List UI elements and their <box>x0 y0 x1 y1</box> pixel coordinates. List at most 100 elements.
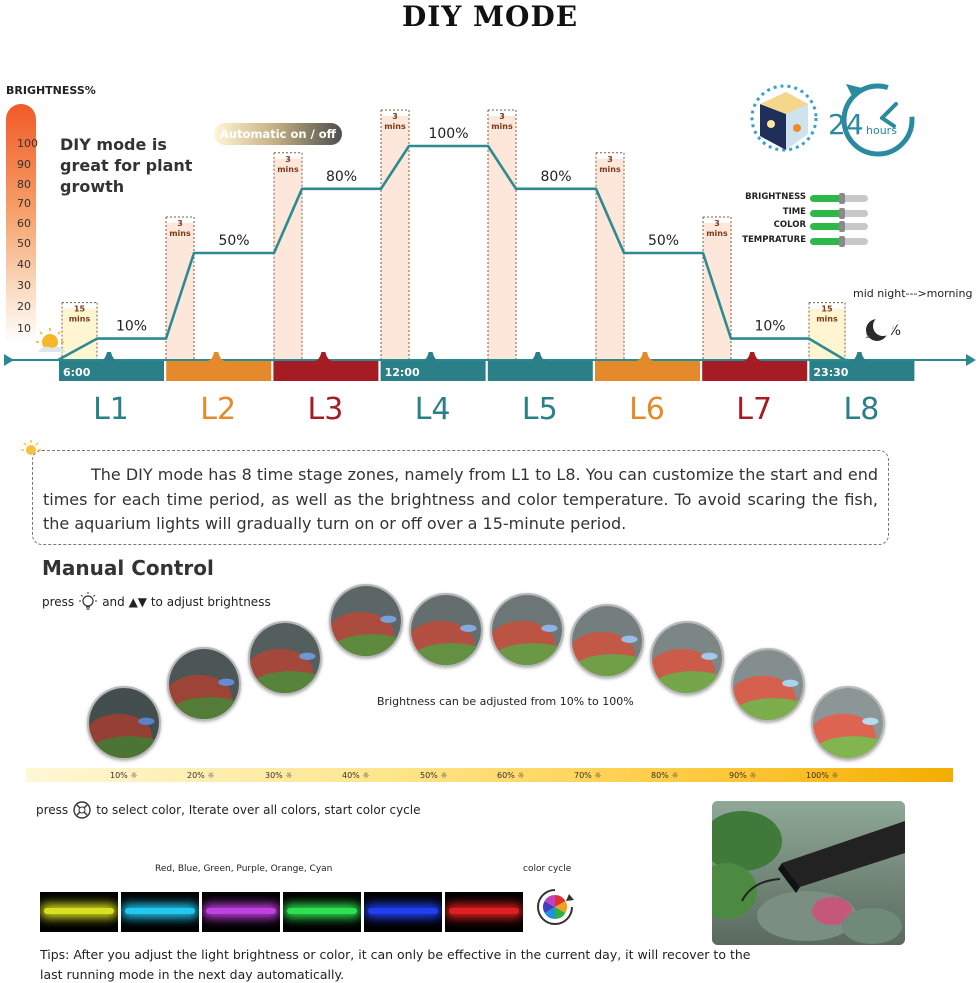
color-cycle-icon <box>537 889 574 925</box>
headline: DIY mode is great for plant growth <box>60 135 193 196</box>
brightness-preview-circle <box>650 621 724 695</box>
stage-label: L1 <box>93 392 129 427</box>
y-tick-label: 90 <box>17 158 31 171</box>
stage-label: L7 <box>736 392 772 427</box>
brightness-percent-label: 90% ☼ <box>729 771 757 780</box>
brightness-preview-circle <box>87 686 161 760</box>
slider-knob-icon <box>839 208 845 219</box>
ramp-duration-label: 3 <box>714 219 720 228</box>
brightness-percent-label: 50% ☼ <box>420 771 448 780</box>
time-axis-start-icon <box>4 354 14 366</box>
level-label: 80% <box>326 169 357 185</box>
ramp-zone <box>61 302 98 360</box>
brightness-scale-bar <box>26 768 953 782</box>
stage-time-label: 12:00 <box>385 366 420 379</box>
brightness-preview-circle <box>167 647 241 721</box>
brightness-preview-circle <box>731 648 805 722</box>
stage-label: L5 <box>522 392 558 427</box>
y-tick-label: 60 <box>17 217 31 230</box>
brightness-line <box>57 144 848 362</box>
color-swatch <box>202 892 280 932</box>
color-swatch <box>283 892 361 932</box>
ramp-duration-label: 3 <box>285 155 291 164</box>
setting-brightness: BRIGHTNESS <box>720 192 870 206</box>
ramp-zone <box>273 152 303 360</box>
svg-text:z: z <box>866 333 869 340</box>
brightness-preview-circle <box>570 604 644 678</box>
ramp-duration-label: 3 <box>499 112 505 121</box>
y-tick-label: 100 <box>17 137 38 150</box>
hint-rest-text: to select color, Iterate over all colors… <box>96 803 421 817</box>
setting-label: TIME <box>782 207 806 217</box>
mid-night-morning-note: mid night--->morning <box>853 287 973 300</box>
setting-label: BRIGHTNESS <box>745 192 806 202</box>
brightness-range-note: Brightness can be adjusted from 10% to 1… <box>377 695 634 708</box>
stage-segment <box>702 352 808 381</box>
stage-label: L3 <box>307 392 343 427</box>
ramp-unit-label: mins <box>491 122 513 131</box>
level-label: 10% <box>754 319 785 335</box>
y-tick-label: 80 <box>17 178 31 191</box>
stage-segment <box>487 352 593 381</box>
ramp-zone <box>808 302 846 360</box>
stage-label: L8 <box>843 392 879 427</box>
brightness-percent-label: 20% ☼ <box>187 771 215 780</box>
24-hours-clock-icon: 24 hours <box>828 83 915 157</box>
brightness-percent-label: 60% ☼ <box>497 771 525 780</box>
color-swatch <box>364 892 442 932</box>
ramp-duration-label: 3 <box>607 155 613 164</box>
ramp-duration-label: 15 <box>74 305 86 314</box>
stage-label: L6 <box>629 392 665 427</box>
slider-knob-icon <box>839 221 845 232</box>
stage-time-label: 6:00 <box>63 366 91 379</box>
time-axis-arrow-icon <box>966 354 976 366</box>
colors-list-label: Red, Blue, Green, Purple, Orange, Cyan <box>155 864 333 874</box>
ramp-zone <box>487 109 517 360</box>
light-bulb-icon <box>79 592 98 610</box>
clock-number: 24 <box>828 108 864 141</box>
brightness-gradient-bar: 100 90 80 70 60 50 40 30 20 10 <box>6 104 38 344</box>
level-label: 100% <box>428 126 468 142</box>
setting-time: TIME <box>720 207 870 221</box>
level-label: 80% <box>540 169 571 185</box>
y-tick-label: 20 <box>17 300 31 313</box>
stage-segment <box>166 352 272 381</box>
brightness-percent-label: 10% ☼ <box>110 771 138 780</box>
automatic-on-off-pill: Automatic on / off <box>214 123 342 145</box>
brightness-percent-label: 80% ☼ <box>651 771 679 780</box>
slider-knob-icon <box>839 236 845 247</box>
ramp-unit-label: mins <box>384 122 406 131</box>
hint-rest-text: and ▲▼ to adjust brightness <box>102 595 271 609</box>
stage-label: L2 <box>200 392 236 427</box>
level-label: 50% <box>648 233 679 249</box>
page-title: DIY MODE <box>401 0 579 33</box>
color-button-icon <box>73 801 91 819</box>
brightness-preview-circle <box>811 686 885 760</box>
y-axis-label: BRIGHTNESS% <box>6 84 96 97</box>
manual-control-hint: press and ▲▼ to adjust brightness <box>42 592 271 612</box>
hint-press-text: press <box>36 803 69 817</box>
level-label: 10% <box>116 319 147 335</box>
ramp-duration-label: 15 <box>821 305 833 314</box>
stage-segment: 23:30 <box>809 352 915 381</box>
clock-unit: hours <box>866 124 897 137</box>
ramp-unit-label: mins <box>69 315 91 324</box>
aquarium-photo <box>712 801 905 945</box>
stage-label: L4 <box>415 392 451 427</box>
stage-time-label: 23:30 <box>813 366 848 379</box>
stage-segment <box>595 352 700 381</box>
brightness-preview-circle <box>409 593 483 667</box>
ramp-unit-label: mins <box>277 165 299 174</box>
stage-segment: 6:00 <box>59 352 164 381</box>
slider-knob-icon <box>839 193 845 204</box>
manual-control-title: Manual Control <box>42 556 214 580</box>
tips-text: Tips: After you adjust the light brightn… <box>40 947 751 982</box>
hint-press-text: press <box>42 595 75 609</box>
brightness-preview-circle <box>329 584 403 658</box>
ramp-zone <box>595 152 625 360</box>
y-tick-label: 10 <box>17 322 31 335</box>
ramp-zone <box>380 109 410 360</box>
ramp-zone <box>165 216 195 360</box>
stage-segment <box>273 352 379 381</box>
stage-segment: 12:00 <box>380 352 486 381</box>
